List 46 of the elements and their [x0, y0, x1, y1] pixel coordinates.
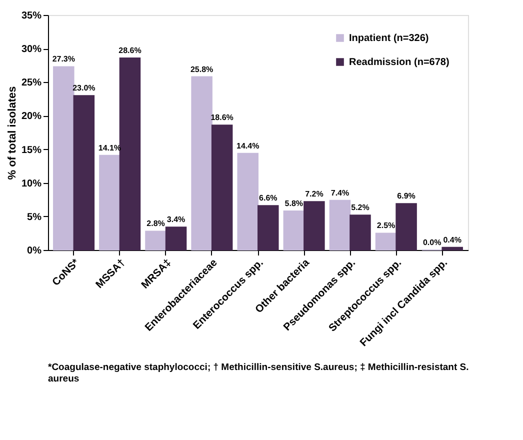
data-label: 0.0% — [422, 238, 442, 247]
data-label: 2.8% — [146, 219, 165, 228]
y-tick-label: 5% — [27, 212, 42, 223]
data-label: 0.4% — [443, 235, 462, 244]
data-label: 27.3% — [52, 54, 75, 64]
bar — [165, 226, 187, 250]
y-axis-title: % of total isolates — [6, 86, 18, 180]
bar — [283, 210, 305, 250]
bar — [211, 124, 233, 250]
y-tick-label: 15% — [21, 144, 42, 156]
data-label: 3.4% — [166, 215, 186, 224]
data-label: 2.5% — [376, 221, 396, 230]
y-tick-label: 0% — [27, 246, 42, 256]
data-label: 23.0% — [72, 84, 96, 93]
bar — [350, 214, 371, 250]
bar — [304, 201, 325, 250]
data-label: 5.2% — [351, 203, 370, 212]
y-tick-label: 20% — [21, 111, 42, 122]
data-label: 28.6% — [118, 46, 142, 55]
data-label: 7.4% — [330, 188, 350, 198]
y-tick-label: 10% — [21, 178, 42, 190]
bar — [73, 95, 95, 250]
data-label: 25.8% — [190, 64, 214, 74]
bar — [145, 230, 166, 250]
legend-label: Readmission (n=678) — [349, 57, 450, 68]
bar — [191, 76, 212, 250]
bar — [237, 152, 258, 250]
data-label: 5.8% — [284, 199, 304, 208]
y-tick-label: 35% — [21, 10, 42, 22]
bar — [329, 200, 351, 250]
bar — [53, 66, 74, 250]
data-label: 6.6% — [259, 194, 278, 203]
data-label: 7.2% — [305, 190, 324, 199]
data-label: 14.4% — [236, 141, 260, 150]
text: *Coagulase-negative staphylococci; † Methicillin-sensitive S.aureus; ‡ Methicillin-resistant S. aureus — [48, 362, 469, 385]
bar — [119, 57, 141, 250]
bar — [396, 203, 417, 250]
bar — [258, 205, 279, 250]
data-label: 6.9% — [397, 192, 416, 201]
legend-label: Inpatient (n=326) — [349, 33, 429, 44]
y-tick-label: 25% — [21, 78, 42, 89]
bar — [375, 232, 397, 250]
bar — [99, 154, 120, 250]
data-label: 18.6% — [210, 113, 234, 122]
y-tick-label: 30% — [21, 44, 42, 56]
bar — [442, 246, 463, 250]
